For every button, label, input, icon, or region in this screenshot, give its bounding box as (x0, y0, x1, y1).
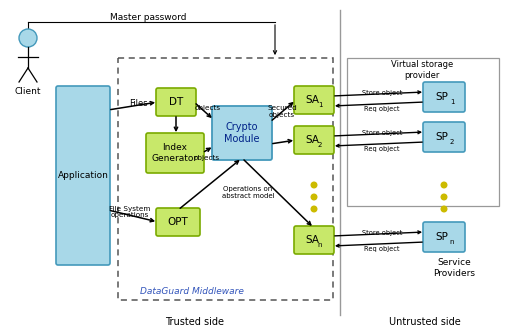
FancyBboxPatch shape (146, 133, 204, 173)
Text: Trusted side: Trusted side (166, 317, 225, 327)
Text: Req object: Req object (364, 246, 400, 252)
Text: Req object: Req object (364, 146, 400, 152)
Text: Operations on
abstract model: Operations on abstract model (222, 186, 274, 199)
Text: n: n (318, 242, 322, 248)
Text: Virtual storage
provider: Virtual storage provider (391, 60, 453, 80)
FancyBboxPatch shape (156, 208, 200, 236)
Circle shape (441, 182, 447, 188)
Text: 2: 2 (318, 142, 322, 148)
Text: Untrusted side: Untrusted side (389, 317, 461, 327)
Text: 1: 1 (450, 99, 454, 105)
Text: 1: 1 (318, 102, 322, 108)
FancyBboxPatch shape (294, 226, 334, 254)
Text: File System
operations: File System operations (109, 206, 151, 218)
FancyBboxPatch shape (294, 86, 334, 114)
Text: Service
Providers: Service Providers (433, 258, 475, 278)
FancyBboxPatch shape (423, 122, 465, 152)
Circle shape (441, 194, 447, 200)
Text: Master password: Master password (110, 14, 186, 23)
Text: SP: SP (436, 232, 448, 242)
Text: Store object: Store object (362, 130, 402, 136)
Text: Store object: Store object (362, 90, 402, 96)
Text: Application: Application (57, 171, 108, 180)
Circle shape (441, 206, 447, 212)
Text: SA: SA (305, 235, 319, 245)
Text: SA: SA (305, 135, 319, 145)
Text: SA: SA (305, 95, 319, 105)
FancyBboxPatch shape (294, 126, 334, 154)
Circle shape (311, 182, 317, 188)
Text: 2: 2 (450, 139, 454, 145)
Circle shape (311, 194, 317, 200)
Text: SP: SP (436, 132, 448, 142)
Text: Client: Client (15, 88, 41, 97)
Text: OPT: OPT (168, 217, 188, 227)
FancyBboxPatch shape (423, 222, 465, 252)
Text: n: n (450, 239, 454, 245)
Text: Index
Generator: Index Generator (152, 143, 198, 163)
FancyBboxPatch shape (56, 86, 110, 265)
Text: DataGuard Middleware: DataGuard Middleware (140, 288, 244, 296)
Text: SP: SP (436, 92, 448, 102)
Text: objects: objects (195, 105, 221, 111)
FancyBboxPatch shape (156, 88, 196, 116)
Text: Store object: Store object (362, 230, 402, 236)
Text: DT: DT (169, 97, 183, 107)
Bar (347, 58, 499, 206)
Text: Crypto
Module: Crypto Module (224, 122, 260, 144)
Text: Files: Files (129, 100, 147, 109)
Text: Secured
objects: Secured objects (267, 106, 297, 119)
Circle shape (311, 206, 317, 212)
Text: objects: objects (194, 155, 220, 161)
FancyBboxPatch shape (212, 106, 272, 160)
Circle shape (19, 29, 37, 47)
Text: Req object: Req object (364, 106, 400, 112)
FancyBboxPatch shape (423, 82, 465, 112)
Bar (118, 58, 333, 300)
